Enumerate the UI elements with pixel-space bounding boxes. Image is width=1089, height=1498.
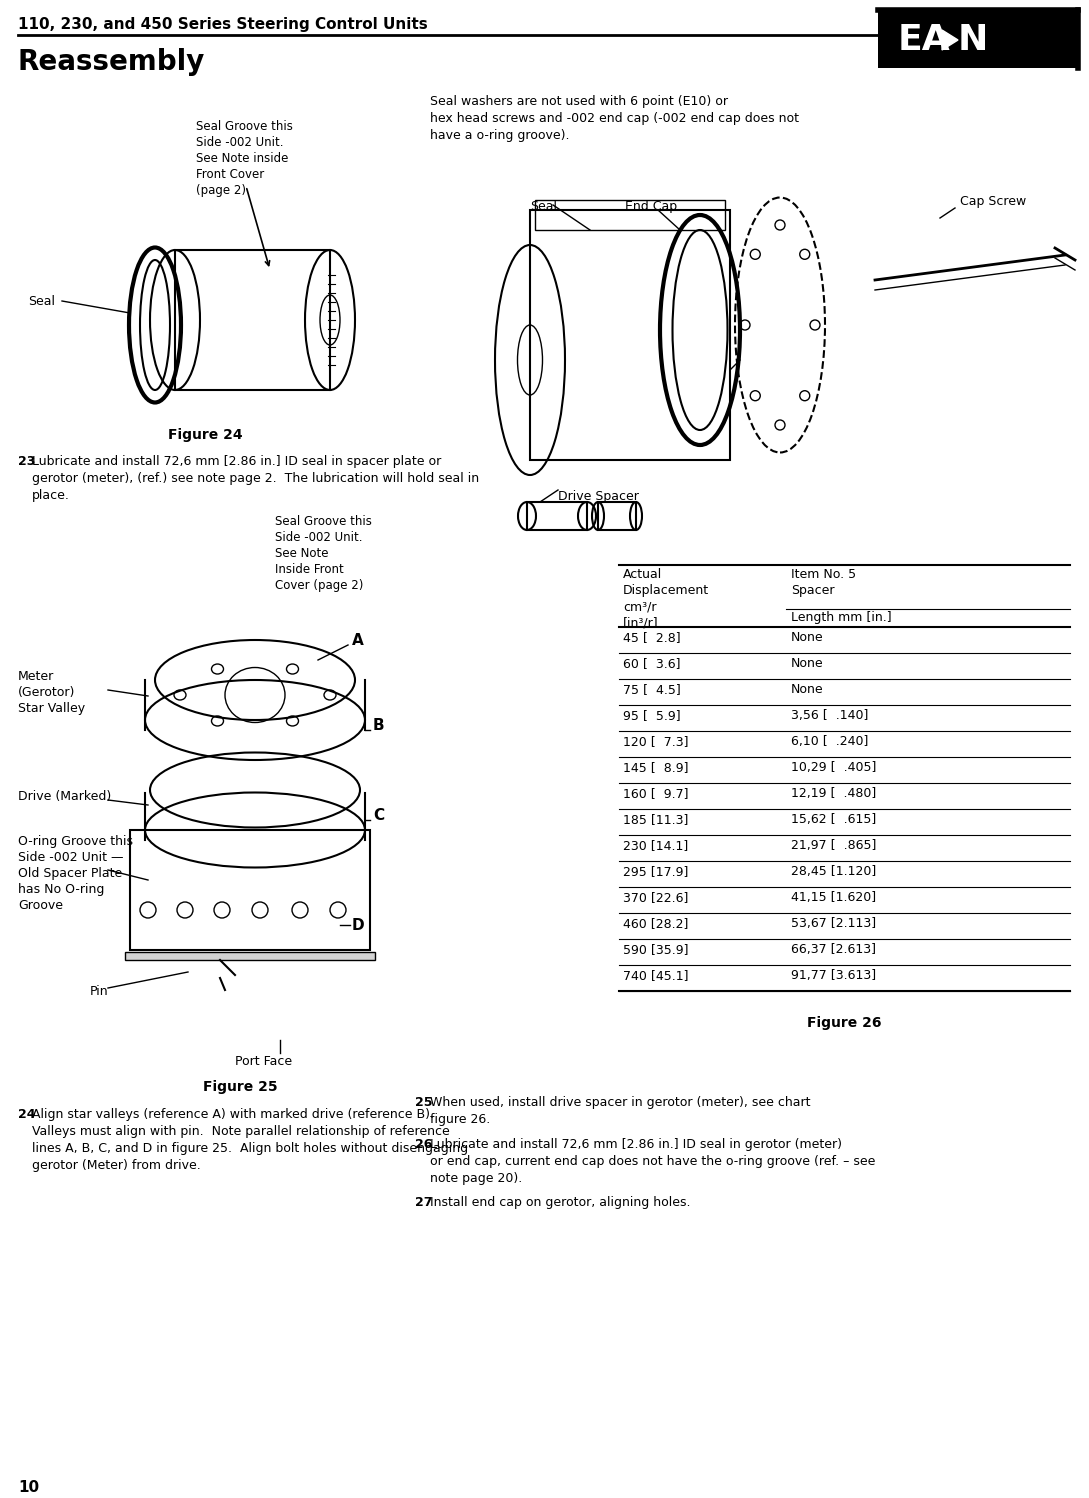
Text: Seal washers are not used with 6 point (E10) or
hex head screws and -002 end cap: Seal washers are not used with 6 point (… (430, 94, 799, 142)
Text: Seal Groove this
Side -002 Unit.
See Note inside
Front Cover
(page 2): Seal Groove this Side -002 Unit. See Not… (196, 120, 293, 198)
Text: 24: 24 (19, 1109, 36, 1121)
Bar (130, 830, 370, 950)
Text: Lubricate and install 72,6 mm [2.86 in.] ID seal in spacer plate or
gerotor (met: Lubricate and install 72,6 mm [2.86 in.]… (32, 455, 479, 502)
Text: A: A (352, 634, 364, 649)
Text: 28,45 [1.120]: 28,45 [1.120] (791, 864, 877, 878)
Text: None: None (791, 631, 823, 644)
Text: 25: 25 (415, 1097, 432, 1109)
Text: 740 [45.1]: 740 [45.1] (623, 969, 688, 983)
Text: 23: 23 (19, 455, 35, 467)
Text: 53,67 [2.113]: 53,67 [2.113] (791, 917, 877, 930)
Text: 15,62 [  .615]: 15,62 [ .615] (791, 813, 877, 825)
Text: Figure 24: Figure 24 (168, 428, 243, 442)
Text: 21,97 [  .865]: 21,97 [ .865] (791, 839, 877, 852)
Text: 160 [  9.7]: 160 [ 9.7] (623, 786, 688, 800)
Text: 95 [  5.9]: 95 [ 5.9] (623, 709, 681, 722)
Text: Install end cap on gerotor, aligning holes.: Install end cap on gerotor, aligning hol… (430, 1195, 690, 1209)
Bar (530, 210, 730, 460)
Text: 66,37 [2.613]: 66,37 [2.613] (791, 944, 876, 956)
Bar (535, 201, 725, 231)
Text: Figure 26: Figure 26 (807, 1016, 882, 1031)
Text: 12,19 [  .480]: 12,19 [ .480] (791, 786, 877, 800)
Text: 370 [22.6]: 370 [22.6] (623, 891, 688, 903)
Text: 110, 230, and 450 Series Steering Control Units: 110, 230, and 450 Series Steering Contro… (19, 16, 428, 31)
Text: Cap Screw: Cap Screw (960, 195, 1026, 208)
Text: 295 [17.9]: 295 [17.9] (623, 864, 688, 878)
Text: Port Face: Port Face (235, 1055, 292, 1068)
Text: EA: EA (898, 22, 951, 57)
Text: D: D (352, 918, 365, 933)
Text: Length mm [in.]: Length mm [in.] (791, 611, 892, 625)
Text: 10: 10 (19, 1480, 39, 1495)
Text: End Cap: End Cap (625, 201, 677, 213)
Text: 460 [28.2]: 460 [28.2] (623, 917, 688, 930)
Text: O-ring Groove this
Side -002 Unit —
Old Spacer Plate
has No O-ring
Groove: O-ring Groove this Side -002 Unit — Old … (19, 834, 133, 912)
Text: C: C (374, 807, 384, 822)
Bar (175, 250, 330, 389)
Text: Seal: Seal (530, 201, 556, 213)
Text: Drive Spacer: Drive Spacer (558, 490, 639, 503)
Text: 60 [  3.6]: 60 [ 3.6] (623, 658, 681, 670)
Text: 10,29 [  .405]: 10,29 [ .405] (791, 761, 877, 774)
Text: 590 [35.9]: 590 [35.9] (623, 944, 688, 956)
Text: 26: 26 (415, 1138, 432, 1150)
Bar (527, 502, 587, 530)
Text: When used, install drive spacer in gerotor (meter), see chart
figure 26.: When used, install drive spacer in gerot… (430, 1097, 810, 1126)
Text: 41,15 [1.620]: 41,15 [1.620] (791, 891, 877, 903)
Text: Seal Groove this
Side -002 Unit.
See Note
Inside Front
Cover (page 2): Seal Groove this Side -002 Unit. See Not… (276, 515, 371, 592)
Text: N: N (958, 22, 989, 57)
Text: 91,77 [3.613]: 91,77 [3.613] (791, 969, 877, 983)
Bar (125, 953, 375, 960)
Text: B: B (374, 718, 384, 733)
Text: Align star valleys (reference A) with marked drive (reference B).
Valleys must a: Align star valleys (reference A) with ma… (32, 1109, 468, 1171)
Text: Figure 25: Figure 25 (203, 1080, 278, 1094)
Text: None: None (791, 683, 823, 697)
Text: 27: 27 (415, 1195, 432, 1209)
Text: 145 [  8.9]: 145 [ 8.9] (623, 761, 688, 774)
Text: None: None (791, 658, 823, 670)
Polygon shape (942, 30, 958, 49)
Text: 3,56 [  .140]: 3,56 [ .140] (791, 709, 868, 722)
Text: 230 [14.1]: 230 [14.1] (623, 839, 688, 852)
Text: 185 [11.3]: 185 [11.3] (623, 813, 688, 825)
Text: Actual
Displacement
cm³/r
[in³/r]: Actual Displacement cm³/r [in³/r] (623, 568, 709, 629)
Bar (878, 10, 1078, 67)
Text: 120 [  7.3]: 120 [ 7.3] (623, 736, 688, 748)
Text: Lubricate and install 72,6 mm [2.86 in.] ID seal in gerotor (meter)
or end cap, : Lubricate and install 72,6 mm [2.86 in.]… (430, 1138, 876, 1185)
Text: Drive (Marked): Drive (Marked) (19, 789, 111, 803)
Text: 45 [  2.8]: 45 [ 2.8] (623, 631, 681, 644)
Text: Meter
(Gerotor)
Star Valley: Meter (Gerotor) Star Valley (19, 670, 85, 715)
Text: 75 [  4.5]: 75 [ 4.5] (623, 683, 681, 697)
Bar (598, 502, 636, 530)
Text: Reassembly: Reassembly (19, 48, 206, 76)
Text: 6,10 [  .240]: 6,10 [ .240] (791, 736, 868, 748)
Text: Pin: Pin (90, 986, 109, 998)
Text: Seal: Seal (28, 295, 56, 309)
Text: Item No. 5
Spacer: Item No. 5 Spacer (791, 568, 856, 598)
